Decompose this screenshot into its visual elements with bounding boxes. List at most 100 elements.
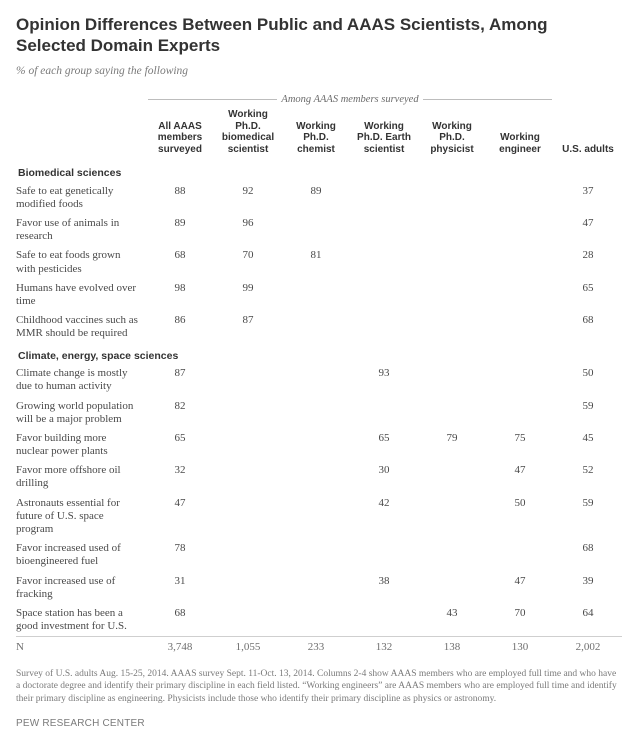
data-cell (350, 214, 418, 246)
data-cell: 88 (146, 182, 214, 214)
row-label: Favor increased used of bioengineered fu… (16, 539, 146, 571)
row-label: Astronauts essential for future of U.S. … (16, 494, 146, 540)
data-cell: 37 (554, 182, 622, 214)
data-cell: 65 (146, 429, 214, 461)
data-cell (418, 311, 486, 343)
data-cell (214, 429, 282, 461)
data-cell (486, 214, 554, 246)
data-cell (282, 494, 350, 540)
data-cell: 65 (350, 429, 418, 461)
data-cell: 89 (146, 214, 214, 246)
col-header: Working Ph.D. Earth scientist (350, 107, 418, 161)
data-cell (418, 461, 486, 493)
data-cell: 82 (146, 397, 214, 429)
data-cell: 78 (146, 539, 214, 571)
data-cell: 47 (486, 461, 554, 493)
data-cell: 42 (350, 494, 418, 540)
data-cell (214, 494, 282, 540)
col-header: Working Ph.D. biomedical scientist (214, 107, 282, 161)
chart-title: Opinion Differences Between Public and A… (16, 14, 620, 57)
data-cell: 38 (350, 572, 418, 604)
data-cell: 68 (554, 539, 622, 571)
data-cell: 79 (418, 429, 486, 461)
data-cell (486, 279, 554, 311)
row-label: Favor increased use of fracking (16, 572, 146, 604)
col-header: Working Ph.D. physicist (418, 107, 486, 161)
data-cell (350, 604, 418, 637)
data-cell: 31 (146, 572, 214, 604)
data-cell (282, 397, 350, 429)
n-cell: 3,748 (146, 637, 214, 658)
data-cell (418, 572, 486, 604)
table-row: Favor building more nuclear power plants… (16, 429, 622, 461)
n-cell: 138 (418, 637, 486, 658)
row-label: Space station has been a good investment… (16, 604, 146, 637)
data-cell: 81 (282, 246, 350, 278)
n-cell: 130 (486, 637, 554, 658)
n-cell: 233 (282, 637, 350, 658)
data-cell (214, 397, 282, 429)
table-row: Humans have evolved over time989965 (16, 279, 622, 311)
data-table: Among AAAS members surveyed All AAAS mem… (16, 91, 622, 658)
table-row: Favor increased use of fracking31 38 4739 (16, 572, 622, 604)
data-cell (486, 246, 554, 278)
data-cell: 52 (554, 461, 622, 493)
data-cell: 32 (146, 461, 214, 493)
n-cell: 2,002 (554, 637, 622, 658)
data-cell (418, 539, 486, 571)
n-cell: 1,055 (214, 637, 282, 658)
chart-subtitle: % of each group saying the following (16, 65, 620, 77)
source-attribution: PEW RESEARCH CENTER (16, 718, 620, 729)
row-label: Favor more offshore oil drilling (16, 461, 146, 493)
data-cell: 65 (554, 279, 622, 311)
table-row: Safe to eat foods grown with pesticides6… (16, 246, 622, 278)
section-heading: Biomedical sciences (16, 161, 622, 182)
data-cell: 70 (214, 246, 282, 278)
table-row: Favor more offshore oil drilling32 30 4752 (16, 461, 622, 493)
data-cell (282, 572, 350, 604)
data-cell (214, 604, 282, 637)
n-label: N (16, 637, 146, 658)
row-label: Favor building more nuclear power plants (16, 429, 146, 461)
data-cell: 30 (350, 461, 418, 493)
data-cell (350, 539, 418, 571)
data-cell (350, 182, 418, 214)
col-header: Working Ph.D. chemist (282, 107, 350, 161)
data-cell: 47 (146, 494, 214, 540)
data-cell (282, 604, 350, 637)
data-cell (486, 539, 554, 571)
row-label: Childhood vaccines such as MMR should be… (16, 311, 146, 343)
data-cell (282, 461, 350, 493)
col-header: U.S. adults (554, 107, 622, 161)
table-row: Growing world population will be a major… (16, 397, 622, 429)
data-cell: 68 (554, 311, 622, 343)
data-cell: 50 (554, 364, 622, 396)
data-cell (486, 364, 554, 396)
data-cell: 47 (554, 214, 622, 246)
column-spanner-label: Among AAAS members surveyed (281, 94, 418, 107)
data-cell (418, 397, 486, 429)
col-header: Working engineer (486, 107, 554, 161)
section-heading: Climate, energy, space sciences (16, 344, 622, 365)
table-row: Safe to eat genetically modified foods88… (16, 182, 622, 214)
data-cell: 43 (418, 604, 486, 637)
data-cell (418, 182, 486, 214)
data-cell (350, 246, 418, 278)
table-body: Biomedical sciencesSafe to eat genetical… (16, 161, 622, 657)
data-cell (418, 279, 486, 311)
table-row: Climate change is mostly due to human ac… (16, 364, 622, 396)
n-cell: 132 (350, 637, 418, 658)
data-cell: 39 (554, 572, 622, 604)
row-label: Growing world population will be a major… (16, 397, 146, 429)
data-cell: 47 (486, 572, 554, 604)
row-label: Safe to eat genetically modified foods (16, 182, 146, 214)
data-cell: 68 (146, 604, 214, 637)
data-cell: 87 (146, 364, 214, 396)
data-cell (418, 246, 486, 278)
data-cell: 92 (214, 182, 282, 214)
data-cell (214, 461, 282, 493)
data-cell: 59 (554, 494, 622, 540)
column-spanner: Among AAAS members surveyed (146, 91, 554, 108)
data-cell (282, 539, 350, 571)
data-cell: 75 (486, 429, 554, 461)
